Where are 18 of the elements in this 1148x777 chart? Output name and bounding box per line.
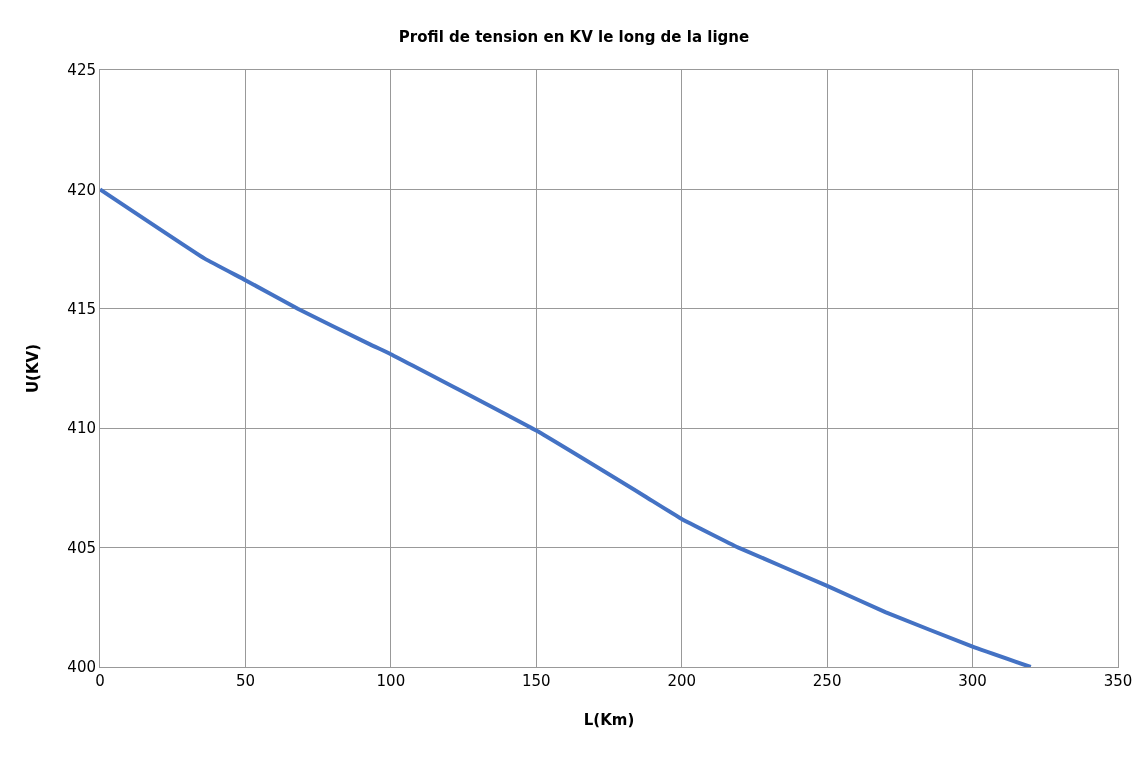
x-tick-label: 350 xyxy=(1103,672,1133,690)
x-tick-label: 200 xyxy=(667,672,697,690)
y-tick-label: 425 xyxy=(67,61,96,80)
x-tick-label: 0 xyxy=(95,672,105,690)
x-tick-label: 250 xyxy=(812,672,842,690)
y-axis-title: U(KV) xyxy=(23,343,42,394)
y-tick-label: 415 xyxy=(67,300,96,319)
line-series xyxy=(100,187,1033,667)
x-tick-label: 100 xyxy=(376,672,406,690)
y-tick-label: 410 xyxy=(67,419,96,438)
x-tick-label: 150 xyxy=(521,672,551,690)
x-tick-label: 300 xyxy=(958,672,987,690)
y-tick-label: 420 xyxy=(67,180,96,199)
y-tick-label: 405 xyxy=(67,538,96,557)
y-tick-label: 400 xyxy=(67,658,96,677)
x-axis-title: L(Km) xyxy=(583,711,635,729)
x-tick-label: 50 xyxy=(235,672,255,690)
chart-title: Profil de tension en KV le long de la ligne xyxy=(398,27,750,46)
